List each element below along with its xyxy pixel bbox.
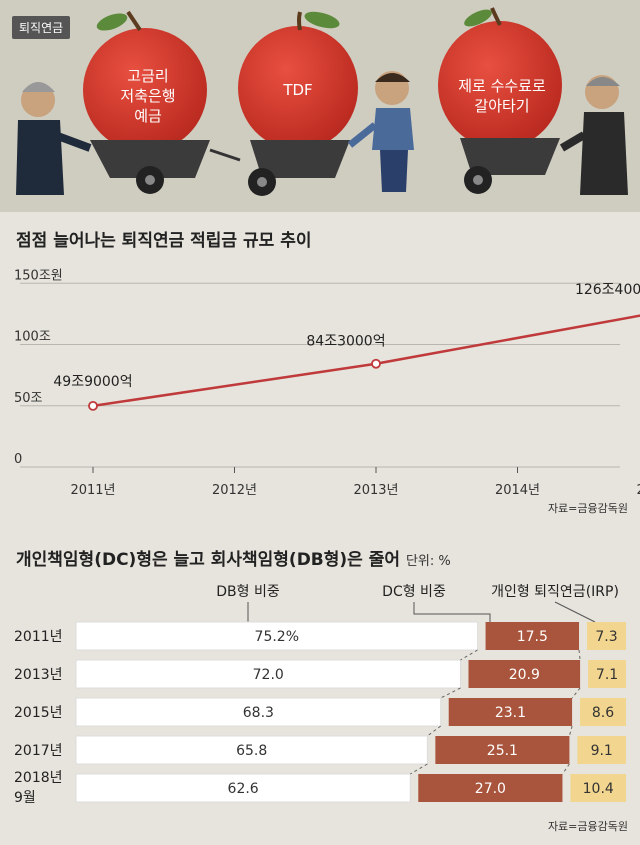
bar-value-label: 72.0: [253, 667, 284, 683]
category-label: 2017년: [14, 743, 63, 759]
x-tick-label: 2014년: [495, 483, 540, 498]
legend-label: 개인형 퇴직연금(IRP): [491, 584, 619, 600]
line-chart-title: 점점 늘어나는 퇴직연금 적립금 규모 추이: [16, 231, 312, 251]
bar-segment: [75, 773, 411, 803]
bar-chart-unit: 단위: %: [405, 554, 451, 569]
line-chart: 050조100조150조원2011년2012년2013년2014년2015년20…: [14, 268, 640, 498]
y-tick-label: 0: [14, 452, 22, 467]
bar-chart-title: 개인책임형(DC)형은 늘고 회사책임형(DB형)은 줄어 단위: %: [16, 545, 451, 570]
legend-label: DC형 비중: [382, 584, 446, 600]
bar-segment: [75, 659, 461, 689]
bar-chart-title-text: 개인책임형(DC)형은 늘고 회사책임형(DB형)은 줄어: [16, 550, 401, 570]
apple-2: [238, 11, 358, 196]
bar-segment: [580, 698, 626, 726]
connector-line: [578, 649, 581, 661]
connector-line: [427, 725, 442, 737]
bar-segment: [587, 622, 626, 650]
x-tick-label: 2011년: [70, 483, 115, 498]
bar-segment: [435, 736, 570, 764]
y-tick-label: 100조: [14, 330, 51, 345]
series-line: [92, 314, 640, 408]
person-1: [16, 82, 92, 195]
bar-value-label: 10.4: [583, 781, 614, 797]
bar-value-label: 62.6: [228, 781, 259, 797]
category-label: 2011년: [14, 629, 63, 645]
connector-line: [440, 687, 461, 699]
connector-line: [571, 687, 581, 699]
legend-leader: [554, 601, 596, 623]
bar-chart-source: 자료=금융감독원: [547, 820, 628, 833]
bar-segment: [485, 622, 580, 650]
illustration: [16, 7, 628, 196]
connector-line: [410, 763, 428, 775]
apple-2-label: TDF: [283, 81, 313, 99]
data-label: 126조4000억: [575, 282, 640, 298]
bar-value-label: 25.1: [487, 743, 518, 759]
apple-1: [83, 10, 241, 194]
data-point: [88, 400, 98, 411]
bar-segment: [448, 698, 573, 726]
bar-segment: [75, 697, 442, 727]
category-label: 2013년: [14, 667, 63, 683]
connector-line: [460, 649, 478, 661]
x-tick-label: 2012년: [212, 483, 257, 498]
bar-value-label: 75.2%: [255, 629, 299, 645]
legend-leader: [413, 602, 491, 622]
person-2: [347, 71, 414, 192]
illustration-banner: 퇴직연금 고금리 저축은행 예금 TDF 제로 수수료로 갈아타기: [0, 0, 640, 212]
bar-segment: [588, 660, 626, 688]
x-tick-label: 2015년: [636, 483, 640, 498]
y-tick-label: 150조원: [14, 268, 63, 283]
x-tick-label: 2013년: [353, 483, 398, 498]
bar-segment: [418, 774, 563, 802]
data-label: 49조9000억: [53, 374, 132, 390]
category-tag: 퇴직연금: [12, 16, 71, 39]
bar-value-label: 68.3: [243, 705, 274, 721]
apple-3: [438, 7, 562, 194]
connector-line: [562, 763, 570, 775]
bar-segment: [468, 660, 581, 688]
bar-value-label: 7.1: [596, 667, 618, 683]
bar-value-label: 65.8: [236, 743, 267, 759]
bar-chart: DB형 비중 DC형 비중 개인형 퇴직연금(IRP) 2011년 75.2% 17.5 7…: [14, 584, 626, 806]
legend-label: DB형 비중: [216, 584, 280, 600]
bar-segment: [75, 735, 428, 765]
category-label: 9월: [14, 790, 36, 806]
bar-value-label: 7.3: [595, 629, 617, 645]
bar-value-label: 8.6: [592, 705, 614, 721]
bar-value-label: 17.5: [517, 629, 548, 645]
y-tick-label: 50조: [14, 391, 43, 406]
connector-line: [568, 725, 573, 737]
category-label: 2015년: [14, 705, 63, 721]
data-point: [371, 358, 381, 369]
bar-value-label: 20.9: [509, 667, 540, 683]
bar-segment: [577, 736, 626, 764]
bar-value-label: 9.1: [591, 743, 613, 759]
apple-3-label: 제로 수수료로 갈아타기: [458, 77, 546, 115]
bar-segment: [75, 621, 479, 651]
bar-value-label: 27.0: [475, 781, 506, 797]
category-label: 2018년: [14, 770, 63, 786]
data-label: 84조3000억: [306, 334, 385, 350]
bar-value-label: 23.1: [495, 705, 526, 721]
bar-segment: [570, 774, 626, 802]
apple-1-label: 고금리 저축은행 예금: [120, 67, 176, 125]
line-chart-source: 자료=금융감독원: [547, 502, 628, 515]
person-3: [559, 75, 628, 195]
